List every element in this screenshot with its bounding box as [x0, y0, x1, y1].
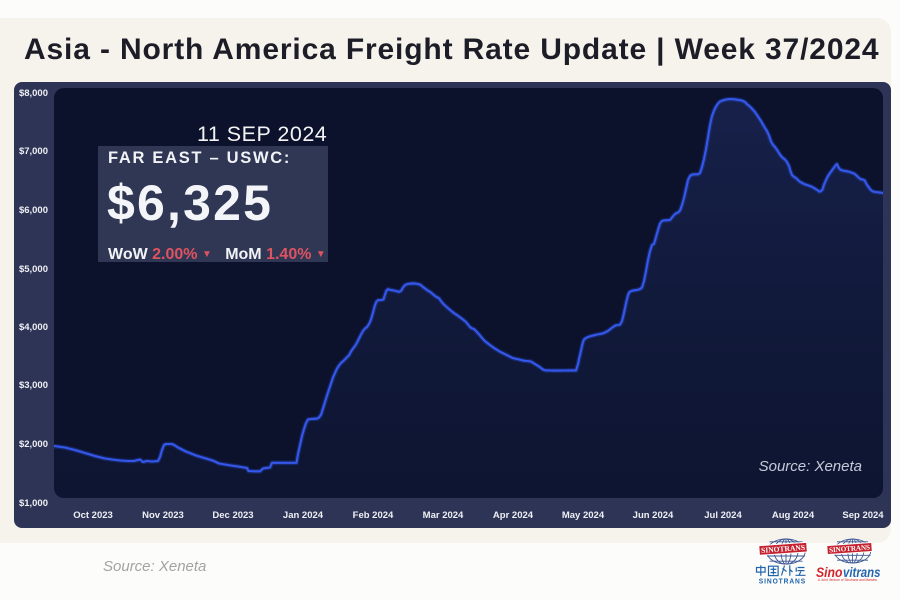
svg-text:A Joint Venture of Sinotrans a: A Joint Venture of Sinotrans and Markets [818, 578, 877, 582]
svg-text:SINOTRANS: SINOTRANS [759, 577, 806, 586]
svg-text:Sino: Sino [816, 565, 843, 580]
svg-text:SINOTRANS: SINOTRANS [761, 543, 806, 555]
svg-text:SINOTRANS: SINOTRANS [829, 544, 870, 555]
svg-text:vitrans: vitrans [843, 565, 881, 580]
